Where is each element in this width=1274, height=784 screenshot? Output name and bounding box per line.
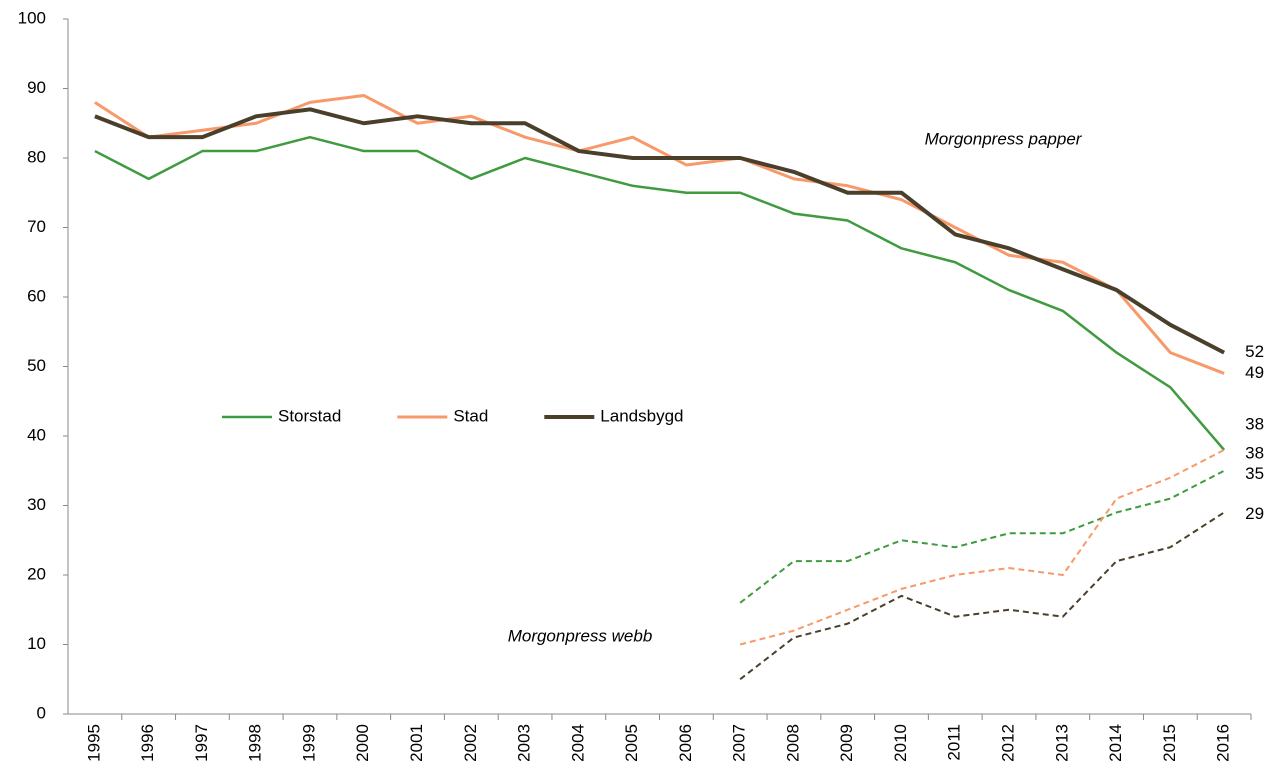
legend-label: Landsbygd	[600, 406, 683, 425]
x-tick-label: 2008	[783, 724, 802, 762]
series-line	[739, 511, 1225, 681]
y-tick-label: 40	[27, 425, 46, 444]
series-line	[739, 469, 1225, 604]
x-tick-label: 2015	[1160, 724, 1179, 762]
x-tick-label: 2003	[515, 724, 534, 762]
x-tick-label: 1998	[246, 724, 265, 762]
x-tick-label: 1999	[299, 724, 318, 762]
data-label: 35	[1245, 464, 1264, 483]
y-tick-label: 90	[27, 78, 46, 97]
y-tick-label: 50	[27, 356, 46, 375]
y-tick-label: 0	[37, 703, 46, 722]
y-tick-label: 10	[27, 634, 46, 653]
x-tick-label: 2014	[1106, 724, 1125, 762]
annotation: Morgonpress papper	[925, 129, 1083, 148]
x-tick-label: 2005	[622, 724, 641, 762]
series-line	[94, 107, 1226, 355]
data-label: 29	[1245, 504, 1264, 523]
x-tick-label: 2000	[353, 724, 372, 762]
x-tick-label: 2016	[1214, 724, 1233, 762]
x-tick-label: 2002	[461, 724, 480, 762]
x-tick-label: 2006	[676, 724, 695, 762]
y-tick-label: 30	[27, 495, 46, 514]
x-tick-label: 2007	[730, 724, 749, 762]
x-tick-label: 2009	[837, 724, 856, 762]
data-label: 38	[1245, 443, 1264, 462]
x-tick-label: 2011	[945, 724, 964, 761]
y-tick-label: 80	[27, 147, 46, 166]
series-line	[94, 135, 1226, 451]
x-tick-label: 1995	[84, 724, 103, 762]
x-tick-label: 2010	[891, 724, 910, 762]
data-label: 49	[1245, 363, 1264, 382]
x-tick-label: 2004	[568, 724, 587, 762]
y-tick-label: 70	[27, 217, 46, 236]
data-label: 38	[1245, 414, 1264, 433]
x-tick-label: 2013	[1052, 724, 1071, 762]
x-tick-label: 2001	[407, 724, 426, 762]
y-tick-label: 100	[18, 8, 46, 27]
x-tick-label: 1996	[138, 724, 157, 762]
x-tick-label: 2012	[999, 724, 1018, 762]
legend-label: Storstad	[278, 406, 341, 425]
y-tick-label: 60	[27, 286, 46, 305]
x-tick-label: 1997	[192, 724, 211, 762]
series-line	[739, 449, 1225, 646]
y-tick-label: 20	[27, 564, 46, 583]
data-label: 52	[1245, 342, 1264, 361]
legend-label: Stad	[453, 406, 488, 425]
annotation: Morgonpress webb	[508, 626, 653, 645]
